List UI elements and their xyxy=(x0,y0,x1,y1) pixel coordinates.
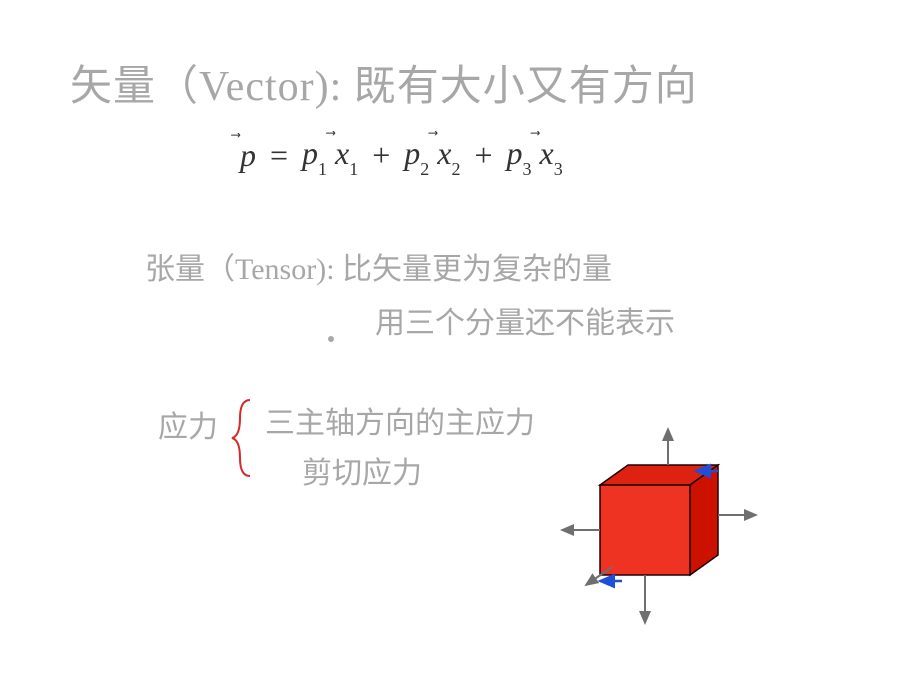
coef: p xyxy=(302,135,318,171)
coef: p xyxy=(404,135,420,171)
tensor-definition-line2: 用三个分量还不能表示 xyxy=(375,298,675,342)
var-sub: 3 xyxy=(554,159,563,179)
eq-plus: + xyxy=(364,137,398,174)
tensor-definition-line1: 张量（Tensor): 比矢量更为复杂的量 xyxy=(145,244,612,288)
eq-lhs-vector: ⃗ p xyxy=(240,137,256,174)
var-sub: 2 xyxy=(452,159,461,179)
normal-arrow-frontout xyxy=(586,567,612,585)
eq-term-2: p2 ⃗x2 xyxy=(404,135,460,176)
stress-label: 应力 xyxy=(158,402,218,446)
var: x xyxy=(437,135,451,171)
eq-plus: + xyxy=(467,137,501,174)
var-vector: ⃗x xyxy=(335,135,349,172)
cube-right-face xyxy=(690,465,718,575)
eq-lhs: p xyxy=(240,137,256,173)
coef-sub: 3 xyxy=(523,159,532,179)
curly-brace-icon xyxy=(228,398,258,478)
eq-equals: = xyxy=(262,137,296,174)
var-vector: ⃗x xyxy=(437,135,451,172)
bullet-dot-icon xyxy=(328,336,334,342)
eq-term-3: p3 ⃗x3 xyxy=(507,135,563,176)
var: x xyxy=(540,135,554,171)
stress-cube-diagram xyxy=(540,420,780,640)
var-sub: 1 xyxy=(349,159,358,179)
cube-front-face xyxy=(600,485,690,575)
slide-title: 矢量（Vector): 既有大小又有方向 xyxy=(70,52,698,113)
vector-equation: ⃗ p = p1 ⃗x1 + p2 ⃗x2 + p3 ⃗x3 xyxy=(240,135,563,176)
coef: p xyxy=(507,135,523,171)
coef-sub: 2 xyxy=(420,159,429,179)
coef-sub: 1 xyxy=(318,159,327,179)
stress-principal: 三主轴方向的主应力 xyxy=(265,398,535,442)
var: x xyxy=(335,135,349,171)
var-vector: ⃗x xyxy=(540,135,554,172)
eq-term-1: p1 ⃗x1 xyxy=(302,135,358,176)
stress-shear: 剪切应力 xyxy=(302,448,422,492)
